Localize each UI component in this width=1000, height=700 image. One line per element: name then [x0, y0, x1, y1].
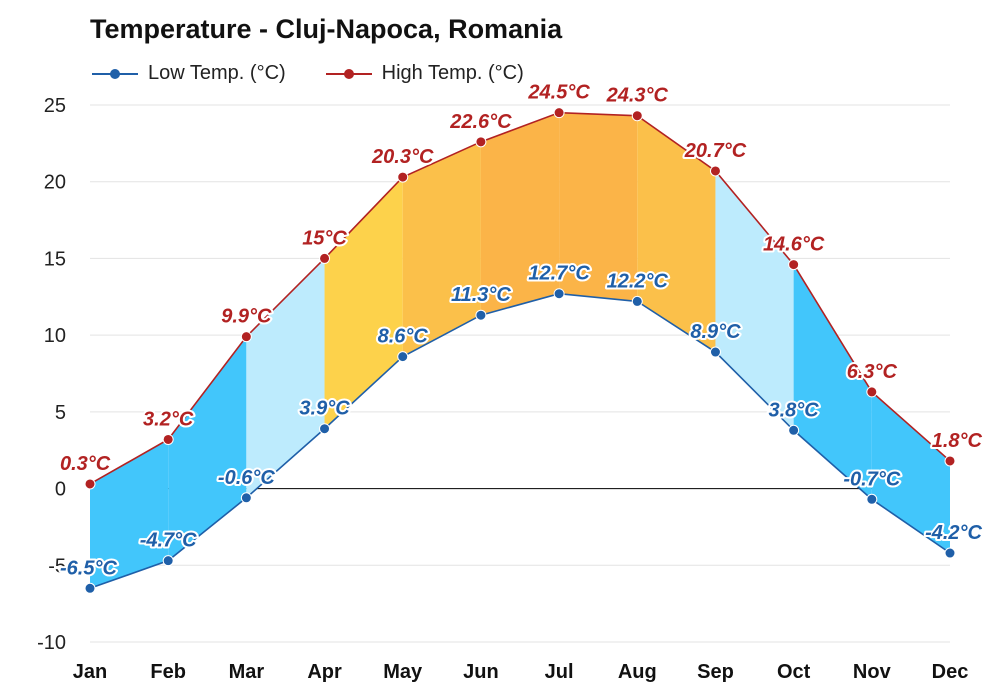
x-tick-label: Mar	[229, 661, 265, 683]
data-label-low: 3.8°C	[769, 399, 820, 421]
legend-swatch-high	[325, 68, 372, 79]
series-line-high	[89, 111, 951, 485]
y-tick-label: 15	[44, 248, 66, 270]
data-point-high[interactable]	[944, 455, 956, 467]
y-tick-label: 20	[44, 172, 66, 194]
series-line-low	[89, 292, 951, 590]
data-label-high: 20.3°C	[371, 146, 434, 168]
data-point-high[interactable]	[553, 107, 565, 119]
y-tick-label: 25	[44, 95, 66, 117]
data-point-low[interactable]	[553, 288, 565, 300]
data-point-high[interactable]	[319, 252, 331, 264]
y-tick-label: 10	[44, 325, 66, 347]
y-tick-label: -5	[48, 555, 66, 577]
x-tick-label: Jan	[73, 661, 107, 683]
data-label-high: 20.7°C	[684, 140, 747, 162]
data-point-low[interactable]	[788, 424, 800, 436]
data-label-low: 11.3°C	[451, 284, 511, 306]
temperature-band	[793, 264, 872, 500]
x-tick-label: Apr	[307, 661, 342, 683]
data-label-low: 8.9°C	[690, 321, 741, 343]
data-point-low[interactable]	[319, 423, 331, 435]
temperature-band	[480, 112, 560, 316]
data-point-high[interactable]	[709, 165, 721, 177]
data-label-low: 8.6°C	[378, 326, 429, 348]
legend-swatch-low	[92, 68, 138, 79]
data-point-high[interactable]	[397, 171, 409, 183]
legend: Low Temp. (°C) High Temp. (°C)	[90, 62, 562, 85]
x-tick-label: May	[383, 661, 423, 683]
data-point-low[interactable]	[631, 295, 643, 307]
data-label-high: 9.9°C	[221, 306, 272, 328]
data-label-low: -4.2°C	[925, 522, 982, 544]
data-point-high[interactable]	[631, 110, 643, 122]
temperature-band	[168, 336, 247, 561]
legend-item-high[interactable]: High Temp. (°C)	[324, 62, 524, 85]
data-label-high: 1.8°C	[932, 430, 983, 452]
y-tick-label: -10	[37, 632, 66, 654]
x-tick-label: Sep	[697, 661, 734, 683]
x-tick-label: Nov	[853, 661, 892, 683]
data-point-low[interactable]	[709, 346, 721, 358]
temperature-band	[402, 141, 481, 357]
temperature-band	[90, 439, 169, 589]
temperature-band	[715, 170, 794, 431]
data-point-low[interactable]	[84, 582, 96, 594]
data-point-low[interactable]	[397, 351, 409, 363]
data-label-high: 6.3°C	[847, 361, 898, 383]
data-point-low[interactable]	[240, 492, 252, 504]
data-point-high[interactable]	[475, 136, 487, 148]
legend-item-low[interactable]: Low Temp. (°C)	[90, 62, 286, 85]
data-point-low[interactable]	[475, 309, 487, 321]
data-label-high: 3.2°C	[143, 408, 194, 430]
data-label-high: 0.3°C	[60, 453, 111, 475]
data-point-high[interactable]	[240, 331, 252, 343]
data-label-low: -0.6°C	[218, 467, 275, 489]
x-tick-label: Jul	[545, 661, 574, 683]
data-label-low: -0.7°C	[843, 468, 900, 490]
y-tick-label: 0	[55, 479, 66, 501]
temperature-band	[559, 112, 638, 302]
x-tick-label: Aug	[618, 661, 657, 683]
data-point-low[interactable]	[944, 547, 956, 559]
data-label-high: 24.3°C	[606, 85, 669, 107]
data-label-high: 15°C	[302, 227, 347, 249]
data-point-low[interactable]	[162, 555, 174, 567]
data-label-low: 12.7°C	[528, 263, 590, 285]
x-tick-label: Jun	[463, 661, 499, 683]
data-label-high: 24.5°C	[527, 82, 590, 104]
legend-label-high: High Temp. (°C)	[381, 62, 524, 84]
y-tick-label: 5	[55, 402, 66, 424]
x-tick-label: Dec	[932, 661, 969, 683]
temperature-band	[246, 258, 325, 498]
data-point-high[interactable]	[866, 386, 878, 398]
x-tick-label: Oct	[777, 661, 811, 683]
data-point-high[interactable]	[788, 259, 800, 271]
temperature-band	[324, 177, 403, 429]
temperature-band	[871, 391, 950, 554]
data-label-low: -6.5°C	[60, 557, 117, 579]
x-tick-label: Feb	[150, 661, 186, 683]
data-label-low: 3.9°C	[299, 398, 350, 420]
temperature-band	[637, 115, 716, 353]
legend-label-low: Low Temp. (°C)	[148, 62, 286, 84]
data-label-low: -4.7°C	[140, 530, 197, 552]
data-label-high: 22.6°C	[449, 111, 512, 133]
data-point-high[interactable]	[162, 433, 174, 445]
data-point-low[interactable]	[866, 493, 878, 505]
chart-title: Temperature - Cluj-Napoca, Romania	[90, 14, 563, 44]
data-label-low: 12.2°C	[607, 270, 669, 292]
data-label-high: 14.6°C	[763, 234, 825, 256]
data-point-high[interactable]	[84, 478, 96, 490]
